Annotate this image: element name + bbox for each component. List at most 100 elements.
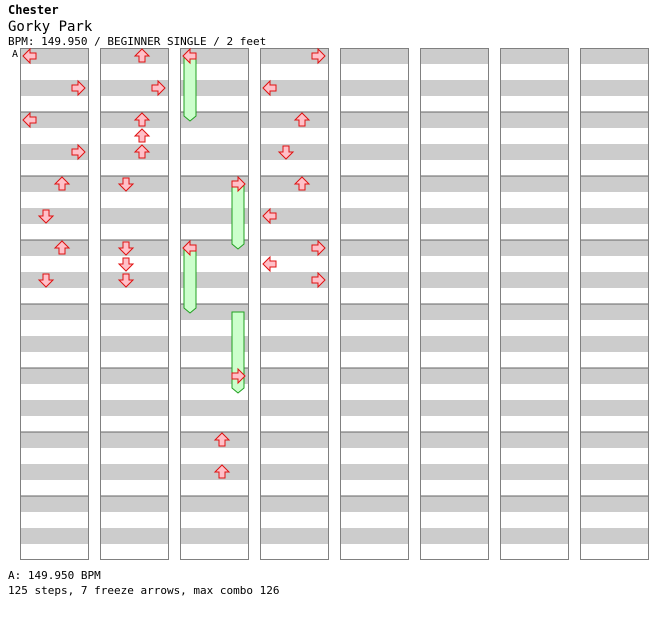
step-arrow-left xyxy=(262,207,277,225)
column-border xyxy=(500,48,569,560)
beat-stripe xyxy=(100,208,169,224)
beat-stripe xyxy=(580,272,649,288)
beat-stripe xyxy=(340,112,409,128)
beat-stripe xyxy=(420,304,489,320)
step-arrow-left xyxy=(262,79,277,97)
beat-stripe xyxy=(340,48,409,64)
beat-stripe xyxy=(580,336,649,352)
step-arrow-up xyxy=(53,176,71,191)
beat-stripe xyxy=(20,112,89,128)
beat-stripe xyxy=(20,528,89,544)
beat-stripe xyxy=(100,464,169,480)
beat-stripe xyxy=(340,80,409,96)
beat-stripe xyxy=(20,464,89,480)
beat-stripe xyxy=(500,240,569,256)
beat-stripe xyxy=(580,400,649,416)
beat-stripe xyxy=(580,176,649,192)
beat-stripe xyxy=(420,496,489,512)
step-arrow-up xyxy=(293,176,311,191)
beat-stripe xyxy=(20,144,89,160)
beat-stripe xyxy=(180,496,249,512)
column-border xyxy=(100,48,169,560)
beat-stripe xyxy=(340,528,409,544)
beat-stripe xyxy=(20,496,89,512)
beat-stripe xyxy=(20,432,89,448)
column-border xyxy=(20,48,89,560)
step-arrow-right xyxy=(311,271,326,289)
beat-stripe xyxy=(260,528,329,544)
step-arrow-up xyxy=(293,112,311,127)
beat-stripe xyxy=(180,144,249,160)
step-arrow-right xyxy=(231,175,246,193)
beat-stripe xyxy=(100,176,169,192)
beat-stripe xyxy=(260,400,329,416)
beat-stripe xyxy=(260,464,329,480)
beat-stripe xyxy=(500,176,569,192)
beat-stripe xyxy=(20,80,89,96)
step-arrow-down xyxy=(117,257,135,272)
beat-stripe xyxy=(100,400,169,416)
beat-stripe xyxy=(420,528,489,544)
beat-stripe xyxy=(420,144,489,160)
beat-stripe xyxy=(340,400,409,416)
beat-stripe xyxy=(580,464,649,480)
beat-stripe xyxy=(420,336,489,352)
beat-stripe xyxy=(580,304,649,320)
step-arrow-up xyxy=(133,128,151,143)
beat-stripe xyxy=(500,80,569,96)
step-arrow-up xyxy=(53,240,71,255)
beat-stripe xyxy=(580,432,649,448)
beat-stripe xyxy=(180,80,249,96)
step-arrow-right xyxy=(311,47,326,65)
step-arrow-left xyxy=(22,111,37,129)
step-arrow-down xyxy=(37,273,55,288)
column-border xyxy=(340,48,409,560)
beat-stripe xyxy=(420,208,489,224)
step-arrow-up xyxy=(133,48,151,63)
beat-stripe xyxy=(340,240,409,256)
beat-stripe xyxy=(580,144,649,160)
step-arrow-down xyxy=(117,273,135,288)
beat-stripe xyxy=(100,272,169,288)
step-arrow-right xyxy=(151,79,166,97)
beat-stripe xyxy=(420,464,489,480)
beat-stripe xyxy=(100,240,169,256)
beat-stripe xyxy=(580,496,649,512)
step-arrow-up xyxy=(133,144,151,159)
beat-stripe xyxy=(500,464,569,480)
step-arrow-right xyxy=(311,239,326,257)
beat-stripe xyxy=(180,48,249,64)
beat-stripe xyxy=(20,272,89,288)
step-arrow-down xyxy=(117,241,135,256)
beat-stripe xyxy=(420,176,489,192)
beat-stripe xyxy=(100,336,169,352)
bpm-marker: A xyxy=(12,49,18,60)
step-arrow-up xyxy=(133,112,151,127)
beat-stripe xyxy=(180,272,249,288)
beat-stripe xyxy=(260,304,329,320)
song-title: Gorky Park xyxy=(8,19,93,35)
step-arrow-down xyxy=(37,209,55,224)
beat-stripe xyxy=(580,80,649,96)
column-border xyxy=(180,48,249,560)
beat-stripe xyxy=(500,208,569,224)
beat-stripe xyxy=(500,144,569,160)
beat-stripe xyxy=(260,272,329,288)
freeze-arrow xyxy=(183,247,197,314)
beat-stripe xyxy=(20,208,89,224)
column-border xyxy=(580,48,649,560)
step-arrow-right xyxy=(71,143,86,161)
beat-stripe xyxy=(500,336,569,352)
beat-stripe xyxy=(340,272,409,288)
beat-stripe xyxy=(340,368,409,384)
chart-info: BPM: 149.950 / BEGINNER SINGLE / 2 feet xyxy=(8,35,267,48)
beat-stripe xyxy=(500,400,569,416)
beat-stripe xyxy=(580,240,649,256)
beat-stripe xyxy=(100,80,169,96)
beat-stripe xyxy=(500,304,569,320)
beat-stripe xyxy=(500,112,569,128)
step-arrow-down xyxy=(117,177,135,192)
beat-stripe xyxy=(420,80,489,96)
beat-stripe xyxy=(420,400,489,416)
